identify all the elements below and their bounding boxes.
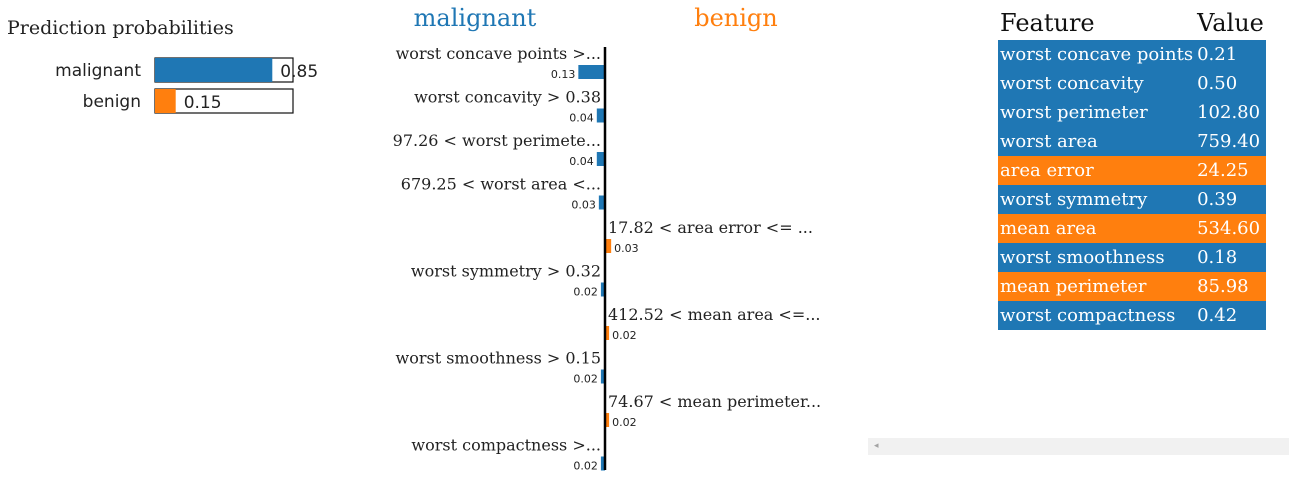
feature-name-cell: worst compactness: [1000, 305, 1176, 326]
feature-name-cell: worst perimeter: [1000, 102, 1148, 123]
feature-label: 97.26 < worst perimete...: [393, 131, 601, 150]
explanation-panel: malignant benign worst concave points >.…: [380, 0, 850, 486]
feature-value-cell: 534.60: [1197, 218, 1261, 239]
table-header-row: Feature Value: [998, 6, 1266, 40]
feature-label: 679.25 < worst area <...: [401, 175, 601, 194]
feature-label: 17.82 < area error <= ...: [608, 218, 813, 237]
table-row: worst symmetry 0.39: [998, 185, 1266, 214]
feature-value: 0.04: [569, 112, 594, 125]
feature-bar-benign: [605, 239, 612, 253]
prediction-probabilities-panel: Prediction probabilities malignant 0.85 be…: [0, 0, 360, 160]
feature-value-cell: 0.21: [1197, 44, 1238, 65]
feature-value-cell: 759.40: [1197, 131, 1261, 152]
feature-bar-benign: [605, 413, 610, 427]
proba-bar-frame-benign: [154, 88, 294, 114]
malignant-class-title: malignant: [414, 4, 537, 32]
proba-bar-malignant: [155, 58, 273, 82]
feature-value: 0.03: [614, 242, 639, 255]
feature-bar-malignant: [600, 369, 605, 384]
feature-name-cell: worst concave points: [1000, 44, 1194, 65]
scroll-left-arrow-icon[interactable]: ◂: [874, 441, 879, 451]
proba-bar-benign: [155, 89, 176, 113]
table-row: mean area 534.60: [998, 214, 1266, 243]
table-row: worst area 759.40: [998, 127, 1266, 156]
feature-label: worst smoothness > 0.15: [396, 349, 601, 368]
proba-label-benign: benign: [83, 92, 141, 112]
table-row: worst perimeter 102.80: [998, 98, 1266, 127]
feature-bar-malignant: [598, 195, 605, 210]
feature-contribution-chart: malignant benign worst concave points >.…: [393, 4, 821, 473]
proba-value-malignant: 0.85: [280, 62, 318, 82]
feature-name-cell: worst symmetry: [1000, 189, 1148, 210]
feature-bar-malignant: [578, 65, 605, 79]
feature-value: 0.03: [571, 199, 596, 212]
feature-value-cell: 0.18: [1197, 247, 1238, 268]
feature-name-cell: worst smoothness: [1000, 247, 1165, 268]
table-row: area error 24.25: [998, 156, 1266, 185]
table-row: worst compactness 0.42: [998, 301, 1266, 330]
feature-value: 0.02: [573, 286, 598, 299]
feature-value: 0.02: [612, 329, 637, 342]
feature-label: worst compactness >...: [411, 436, 601, 455]
feature-value-cell: 0.39: [1197, 189, 1238, 210]
feature-label: 412.52 < mean area <=...: [608, 305, 820, 324]
feature-value: 0.13: [551, 68, 576, 81]
table-row: mean perimeter 85.98: [998, 272, 1266, 301]
proba-title: Prediction probabilities: [7, 17, 234, 39]
feature-value: 0.02: [612, 416, 637, 429]
value-column-header: Value: [1197, 9, 1264, 37]
feature-label: worst concavity > 0.38: [414, 88, 601, 107]
feature-value-cell: 85.98: [1197, 276, 1249, 297]
table-row: worst concavity 0.50: [998, 69, 1266, 98]
feature-label: worst concave points >...: [396, 44, 601, 63]
feature-value-cell: 0.42: [1197, 305, 1238, 326]
feature-column-header: Feature: [1000, 9, 1095, 37]
feature-name-cell: area error: [1000, 160, 1094, 181]
feature-value-cell: 0.50: [1197, 73, 1238, 94]
feature-bar-malignant: [600, 282, 605, 297]
feature-value: 0.04: [569, 155, 594, 168]
feature-value-cell: 102.80: [1197, 102, 1261, 123]
feature-bar-malignant: [596, 152, 605, 166]
feature-name-cell: worst area: [1000, 131, 1098, 152]
feature-bar-malignant: [596, 108, 605, 123]
feature-name-cell: worst concavity: [1000, 73, 1144, 94]
feature-label: 74.67 < mean perimeter...: [608, 392, 821, 411]
table-row: worst concave points 0.21: [998, 40, 1266, 69]
feature-value-cell: 24.25: [1197, 160, 1249, 181]
feature-bar-benign: [605, 326, 610, 340]
proba-value-benign: 0.15: [184, 93, 222, 113]
feature-value: 0.02: [573, 460, 598, 473]
feature-value-table-panel: Feature Value worst concave points 0.21 wo…: [990, 0, 1289, 340]
proba-label-malignant: malignant: [55, 61, 141, 81]
prediction-probabilities-chart: Prediction probabilities malignant 0.85 be…: [7, 17, 318, 114]
feature-name-cell: mean area: [1000, 218, 1097, 239]
feature-bar-malignant: [600, 456, 605, 471]
feature-value: 0.02: [573, 373, 598, 386]
table-row: worst smoothness 0.18: [998, 243, 1266, 272]
feature-label: worst symmetry > 0.32: [411, 262, 601, 281]
benign-class-title: benign: [694, 4, 778, 32]
horizontal-scrollbar[interactable]: ◂: [868, 438, 1289, 455]
feature-name-cell: mean perimeter: [1000, 276, 1147, 297]
feature-value-table: Feature Value worst concave points 0.21 wo…: [998, 6, 1266, 330]
